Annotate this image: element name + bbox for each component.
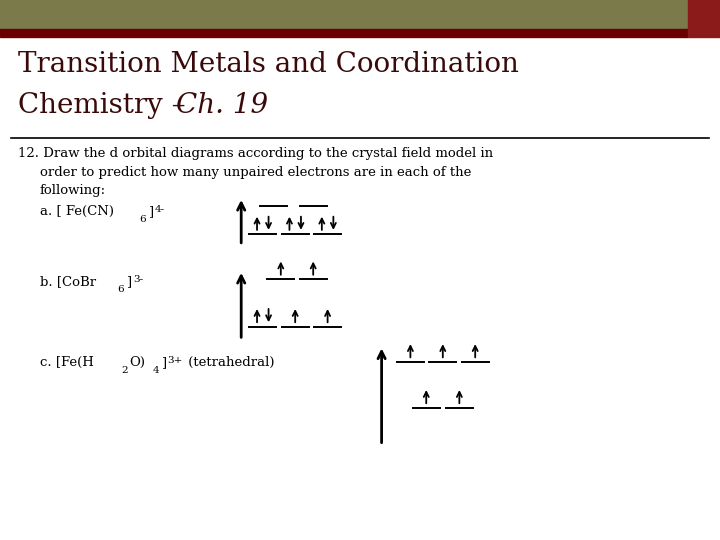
Text: 3-: 3-: [133, 275, 143, 285]
Text: b. [CoBr: b. [CoBr: [40, 275, 96, 288]
Text: Chemistry –: Chemistry –: [18, 92, 194, 119]
Text: 4-: 4-: [155, 205, 165, 214]
Text: c. [Fe(H: c. [Fe(H: [40, 356, 94, 369]
Text: (tetrahedral): (tetrahedral): [184, 356, 274, 369]
Text: following:: following:: [40, 184, 106, 197]
Text: 2: 2: [121, 366, 127, 375]
Text: a. [ Fe(CN): a. [ Fe(CN): [40, 205, 114, 218]
Bar: [688, 0, 720, 37]
Text: O): O): [130, 356, 145, 369]
Text: Ch. 19: Ch. 19: [176, 92, 269, 119]
Text: order to predict how many unpaired electrons are in each of the: order to predict how many unpaired elect…: [40, 166, 471, 179]
Text: 12. Draw the d orbital diagrams according to the crystal field model in: 12. Draw the d orbital diagrams accordin…: [18, 147, 493, 160]
Text: ]: ]: [161, 356, 166, 369]
Text: 3+: 3+: [167, 356, 182, 366]
Text: Transition Metals and Coordination: Transition Metals and Coordination: [18, 51, 519, 78]
Bar: [0, 0, 688, 29]
Bar: [0, 29, 688, 37]
Text: 6: 6: [117, 285, 124, 294]
Text: 6: 6: [139, 215, 145, 224]
Text: ]: ]: [148, 205, 153, 218]
Text: 4: 4: [153, 366, 159, 375]
Text: ]: ]: [126, 275, 131, 288]
